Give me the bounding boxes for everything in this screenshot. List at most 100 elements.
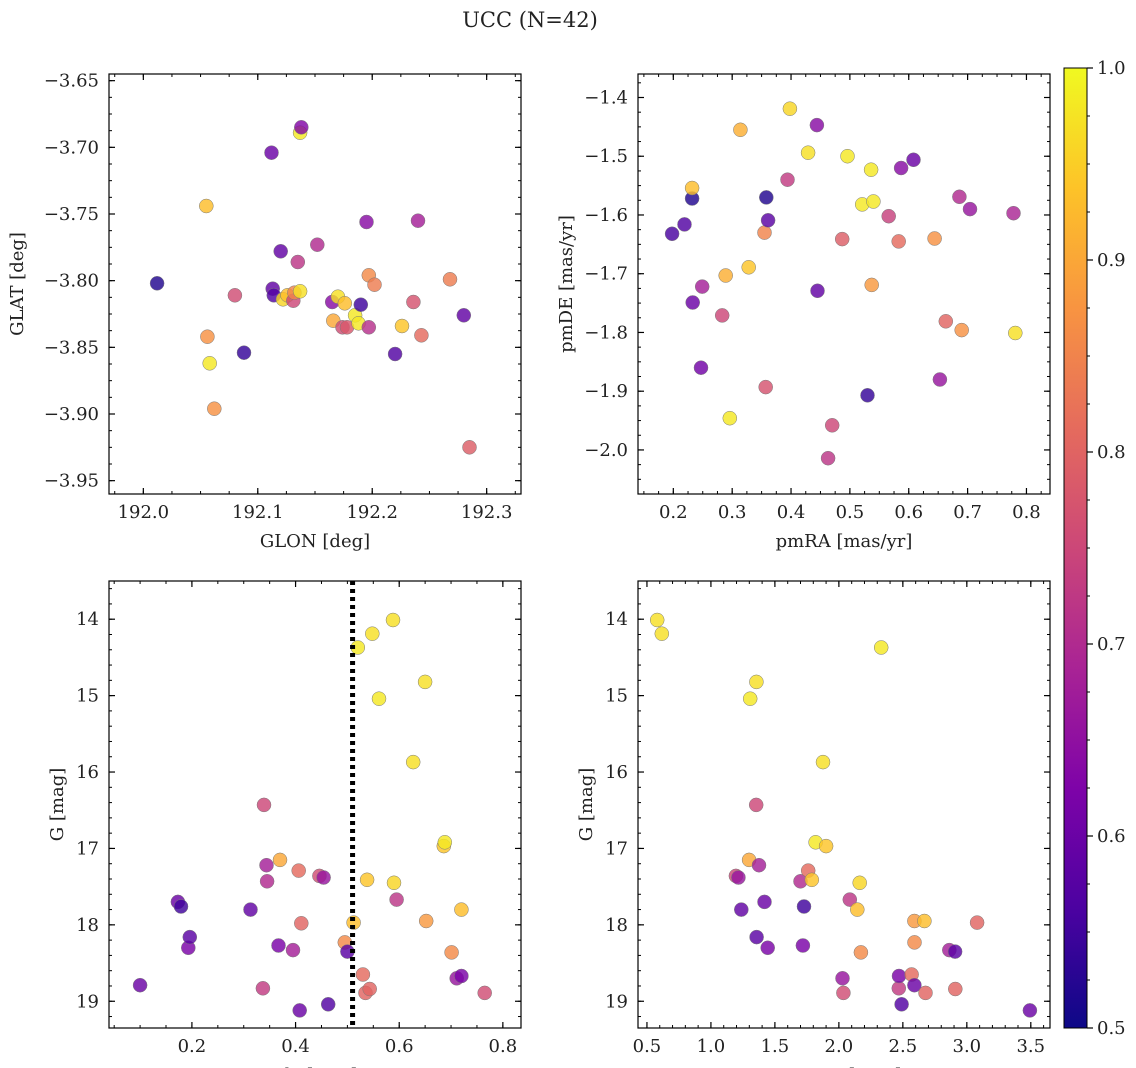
data-point (418, 913, 434, 929)
y-tick-label: 18 (76, 915, 99, 936)
y-tick-label: 19 (605, 991, 628, 1012)
data-point (684, 180, 700, 196)
x-tick-label: 1.0 (697, 1036, 726, 1057)
x-tick-label: 1.5 (761, 1036, 790, 1057)
data-point (310, 237, 325, 252)
data-point (132, 977, 148, 993)
y-axis-label: G [mag] (576, 768, 597, 841)
data-point (406, 294, 421, 310)
data-point (437, 835, 453, 850)
data-point (149, 276, 165, 291)
x-tick-label: 192.0 (118, 502, 170, 523)
data-point (804, 872, 820, 888)
data-point (759, 190, 774, 205)
x-tick-label: 192.2 (346, 502, 398, 523)
colorbar-tick-label: 0.5 (1097, 1018, 1126, 1039)
data-point (355, 967, 371, 982)
data-point (387, 346, 403, 362)
data-point (320, 997, 336, 1012)
data-point (969, 915, 985, 930)
data-point (285, 942, 301, 958)
data-point (256, 797, 272, 813)
data-point (272, 852, 288, 868)
data-point (850, 902, 865, 917)
y-axis-label: G [mag] (47, 768, 68, 841)
x-tick-label: 0.5 (633, 1036, 662, 1057)
data-point (1008, 325, 1023, 341)
x-tick-label: 0.6 (385, 1036, 414, 1057)
y-tick-label: −1.7 (584, 264, 628, 285)
y-tick-label: −3.85 (44, 337, 99, 358)
data-point (367, 277, 382, 292)
data-point (718, 268, 733, 283)
data-point (731, 870, 746, 885)
data-point (259, 874, 275, 889)
data-point (927, 231, 942, 246)
data-point (842, 892, 858, 907)
data-point (836, 985, 851, 1001)
panel-2: 0.2 0.3 0.4 0.5 0.6 0.7 0.8 −1.4 −1.5 −1.6 −1.7 −1.… (556, 73, 1051, 552)
x-axis-label: Plx [mas] (273, 1065, 358, 1068)
data-point (863, 162, 879, 177)
points (664, 101, 1023, 466)
data-point (938, 314, 954, 329)
y-tick-label: 14 (76, 609, 99, 630)
x-tick-label: 0.2 (659, 502, 688, 523)
data-point (891, 234, 906, 249)
data-point (255, 981, 271, 996)
colorbar-gradient (1063, 67, 1088, 1029)
data-point (722, 410, 738, 426)
data-point (809, 117, 825, 133)
data-point (664, 226, 680, 242)
points (132, 612, 492, 1018)
y-tick-label: −1.8 (584, 322, 628, 343)
points (649, 612, 1038, 1018)
y-tick-label: −1.4 (584, 87, 628, 108)
data-point (292, 1003, 307, 1018)
data-point (952, 189, 967, 205)
data-point (362, 981, 377, 997)
y-tick-label: 14 (605, 609, 628, 630)
y-tick-label: 15 (605, 686, 628, 707)
data-point (917, 913, 932, 929)
data-point (200, 329, 215, 344)
data-point (741, 260, 756, 275)
y-tick-label: −3.65 (44, 71, 99, 92)
data-point (760, 213, 776, 228)
data-point (749, 674, 764, 690)
data-point (760, 940, 775, 956)
data-point (259, 857, 274, 873)
data-point (864, 277, 879, 293)
panel-1: 192.0 192.1 192.2 192.3 −3.65 −3.70 −3.75 −3.80… (7, 71, 522, 552)
y-tick-label: −1.6 (584, 205, 628, 226)
axes-frame (108, 580, 522, 1029)
y-tick-label: 15 (76, 686, 99, 707)
colorbar-tick-label: 1.0 (1097, 58, 1126, 79)
y-tick-label: −3.95 (44, 471, 99, 492)
data-point (202, 356, 217, 371)
data-point (852, 875, 867, 891)
data-point (906, 152, 921, 168)
data-point (810, 283, 825, 299)
x-tick-label: 0.4 (281, 1036, 310, 1057)
x-tick-label: 0.6 (894, 502, 923, 523)
x-tick-label: 2.0 (825, 1036, 854, 1057)
data-point (918, 985, 933, 1001)
plot-area (109, 74, 521, 494)
data-point (353, 297, 369, 312)
data-point (751, 857, 767, 873)
panel-4: 0.5 1.0 1.5 2.0 2.5 3.0 3.5 14 15 16 17 18 19 BP-RP [… (576, 580, 1051, 1068)
colorbar-tick-label: 0.9 (1097, 250, 1126, 271)
y-axis-label: pmDE [mas/yr] (556, 215, 577, 353)
x-axis-label: pmRA [mas/yr] (776, 531, 913, 552)
data-point (456, 308, 472, 323)
x-tick-label: 2.5 (889, 1036, 918, 1057)
data-point (881, 208, 896, 224)
x-tick-label: 0.8 (1012, 502, 1041, 523)
axes-frame (637, 580, 1051, 1029)
y-tick-label: 16 (76, 762, 99, 783)
data-point (742, 691, 758, 706)
x-tick-label: 0.2 (178, 1036, 207, 1057)
